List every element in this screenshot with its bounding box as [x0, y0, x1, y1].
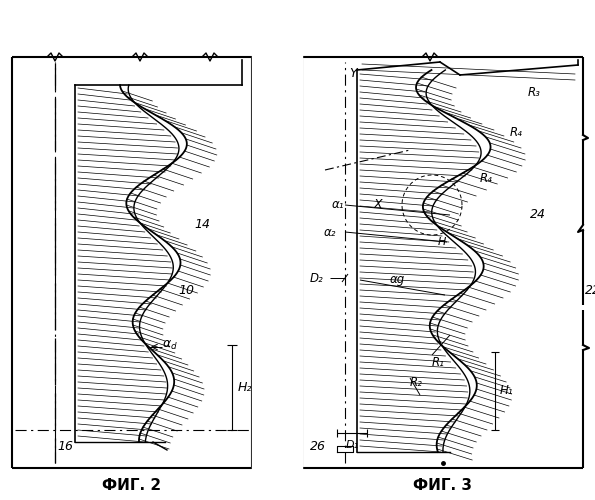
Text: D₂: D₂: [310, 272, 324, 284]
Text: αg: αg: [390, 274, 405, 286]
Text: H₂: H₂: [238, 381, 252, 394]
Text: $\alpha_d$: $\alpha_d$: [162, 338, 178, 351]
Text: R₃: R₃: [528, 86, 541, 98]
Text: R₄: R₄: [510, 126, 523, 138]
Text: R₁: R₁: [432, 356, 445, 368]
Text: Y: Y: [349, 67, 356, 80]
Text: R₄: R₄: [480, 172, 493, 184]
Text: 16: 16: [57, 440, 73, 452]
Text: R₂: R₂: [410, 376, 423, 388]
Text: 22: 22: [585, 284, 595, 296]
Text: α₁: α₁: [332, 198, 345, 211]
Text: X: X: [374, 198, 383, 211]
Text: 14: 14: [194, 218, 210, 232]
Text: ФИГ. 2: ФИГ. 2: [102, 478, 162, 494]
Text: α₂: α₂: [324, 226, 337, 238]
Text: 26: 26: [310, 440, 326, 452]
Text: 24: 24: [530, 208, 546, 222]
Text: H: H: [438, 237, 446, 247]
Text: D₁: D₁: [346, 440, 359, 450]
Text: 10: 10: [178, 284, 194, 296]
Bar: [252, 0, 302, 500]
Text: H₁: H₁: [500, 384, 513, 398]
Text: ФИГ. 3: ФИГ. 3: [413, 478, 472, 494]
